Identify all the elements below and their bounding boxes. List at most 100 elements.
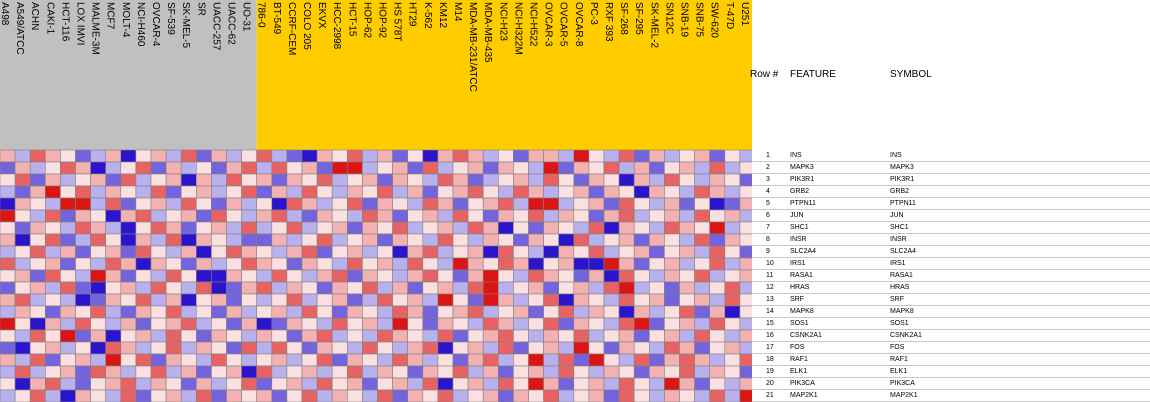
heatmap-cell xyxy=(362,149,378,163)
heatmap-cell xyxy=(618,293,635,307)
heatmap-cell xyxy=(407,197,424,211)
heatmap-cell xyxy=(165,149,182,163)
heatmap-cell xyxy=(528,173,544,187)
heatmap-cell xyxy=(528,365,544,379)
heatmap-cell xyxy=(709,221,726,235)
heatmap-cell xyxy=(513,317,529,331)
heatmap-cell xyxy=(29,173,46,187)
feature-cell: SRF xyxy=(790,296,804,303)
heatmap-cell xyxy=(105,233,122,247)
heatmap-cell xyxy=(241,149,258,163)
heatmap-cell xyxy=(618,377,635,391)
heatmap-cell xyxy=(271,341,288,355)
heatmap-cell xyxy=(558,161,575,175)
heatmap-cell xyxy=(286,149,303,163)
heatmap-cell xyxy=(618,149,635,163)
heatmap-cell xyxy=(543,149,559,163)
heatmap-cell xyxy=(105,305,122,319)
heatmap-cell xyxy=(648,281,665,295)
heatmap-cell xyxy=(271,305,288,319)
heatmap-cell xyxy=(241,293,258,307)
heatmap-cell xyxy=(437,305,454,319)
heatmap-cell xyxy=(422,149,439,163)
heatmap-cell xyxy=(724,317,741,331)
heatmap-cell xyxy=(346,377,363,391)
heatmap-cell xyxy=(286,161,303,175)
heatmap-cell xyxy=(377,245,393,259)
heatmap-cell xyxy=(0,257,16,271)
heatmap-cell xyxy=(256,257,273,271)
heatmap-cell xyxy=(286,221,303,235)
row-divider xyxy=(752,365,1150,366)
heatmap-cell xyxy=(105,221,122,235)
heatmap-cell xyxy=(437,389,454,402)
heatmap-cell xyxy=(452,197,469,211)
heatmap-cell xyxy=(256,209,273,223)
heatmap-cell xyxy=(679,293,695,307)
heatmap-cell xyxy=(739,329,752,343)
heatmap-cell xyxy=(256,149,273,163)
heatmap-cell xyxy=(90,269,106,283)
heatmap-cell xyxy=(694,245,710,259)
heatmap-cell xyxy=(180,149,197,163)
heatmap-cell xyxy=(346,365,363,379)
heatmap-cell xyxy=(482,197,499,211)
heatmap-cell xyxy=(694,269,710,283)
column-label: U251 xyxy=(739,2,750,26)
row-number: 12 xyxy=(766,284,774,291)
heatmap-cell xyxy=(286,317,303,331)
heatmap-cell xyxy=(44,305,61,319)
row-divider xyxy=(752,245,1150,246)
heatmap-cell xyxy=(180,305,197,319)
heatmap-cell xyxy=(346,233,363,247)
heatmap-cell xyxy=(226,377,242,391)
heatmap-cell xyxy=(588,209,605,223)
heatmap-cell xyxy=(105,293,122,307)
heatmap-cell xyxy=(165,173,182,187)
heatmap-cell xyxy=(196,257,212,271)
heatmap-cell xyxy=(241,377,258,391)
heatmap-cell xyxy=(75,281,91,295)
heatmap-cell xyxy=(241,221,258,235)
heatmap-cell xyxy=(679,353,695,367)
heatmap-cell xyxy=(407,173,424,187)
heatmap-cell xyxy=(256,293,273,307)
column-label: ACHN xyxy=(29,2,40,30)
heatmap-cell xyxy=(694,377,710,391)
heatmap-cell xyxy=(664,185,680,199)
heatmap-cell xyxy=(588,353,605,367)
heatmap-cell xyxy=(513,293,529,307)
symbol-cell: PIK3CA xyxy=(890,380,915,387)
feature-cell: RASA1 xyxy=(790,272,813,279)
heatmap-cell xyxy=(618,353,635,367)
heatmap-cell xyxy=(362,329,378,343)
heatmap-cell xyxy=(603,377,620,391)
heatmap-cell xyxy=(286,185,303,199)
heatmap-cell xyxy=(150,185,167,199)
heatmap-cell xyxy=(120,317,137,331)
heatmap-cell xyxy=(573,341,590,355)
row-number: 4 xyxy=(766,188,770,195)
heatmap-cell xyxy=(226,329,242,343)
heatmap-cell xyxy=(679,257,695,271)
heatmap-cell xyxy=(709,305,726,319)
heatmap-cell xyxy=(90,353,106,367)
heatmap-cell xyxy=(211,341,227,355)
heatmap-cell xyxy=(679,161,695,175)
column-label: NCI-H522 xyxy=(528,2,539,47)
heatmap-cell xyxy=(633,317,650,331)
heatmap-cell xyxy=(44,233,61,247)
heatmap-cell xyxy=(362,293,378,307)
heatmap-cell xyxy=(588,377,605,391)
heatmap-cell xyxy=(226,173,242,187)
heatmap-cell xyxy=(211,269,227,283)
heatmap-cell xyxy=(120,257,137,271)
heatmap-cell xyxy=(603,209,620,223)
heatmap-cell xyxy=(407,329,424,343)
heatmap-cell xyxy=(618,161,635,175)
heatmap-cell xyxy=(90,365,106,379)
heatmap-cell xyxy=(422,245,439,259)
heatmap-cell xyxy=(452,161,469,175)
heatmap-cell xyxy=(241,365,258,379)
heatmap-cell xyxy=(603,173,620,187)
